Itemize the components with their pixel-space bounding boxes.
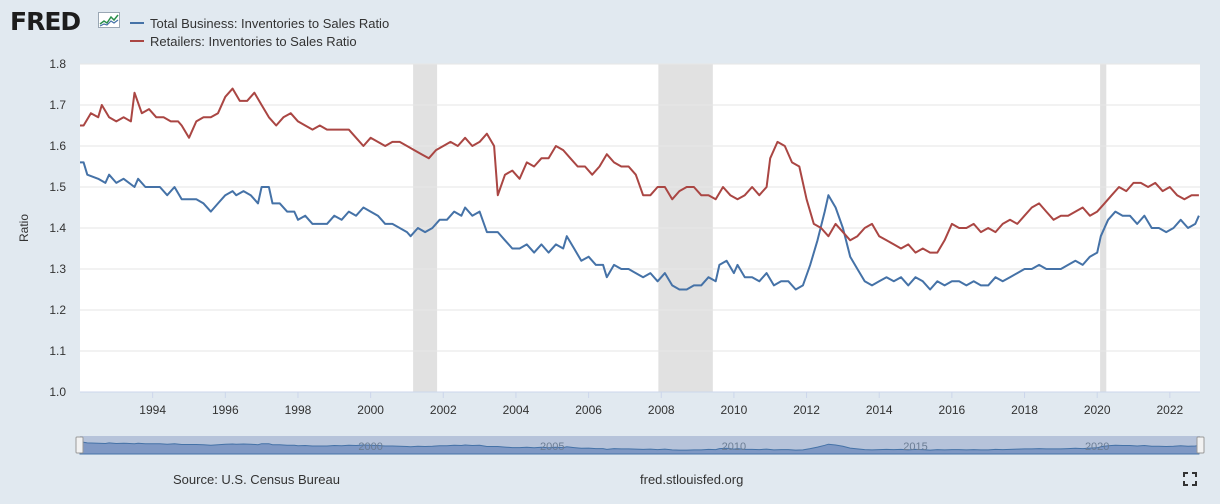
legend-label-total-business: Total Business: Inventories to Sales Rat…	[150, 15, 390, 31]
navigator-label: 2010	[722, 441, 746, 453]
x-tick-label: 2002	[430, 403, 457, 417]
line-chart[interactable]: 1.0 1.1 1.2 1.3 1.4 1.5 1.6 1.7 1.8 1994 1996 1998 2…	[0, 0, 1220, 470]
navigator-handle-right[interactable]	[1196, 436, 1205, 454]
x-tick-label: 2016	[939, 403, 966, 417]
y-tick-label: 1.5	[49, 180, 66, 194]
x-tick-label: 2014	[866, 403, 893, 417]
navigator-series	[79, 441, 1200, 455]
legend-item-retailers[interactable]: Retailers: Inventories to Sales Ratio	[130, 32, 389, 50]
navigator-label: 2000	[358, 441, 382, 453]
legend-swatch-total-business	[130, 22, 144, 24]
x-tick-label: 2008	[648, 403, 675, 417]
y-tick-label: 1.7	[49, 98, 66, 112]
y-tick-label: 1.0	[49, 385, 66, 399]
x-tick-label: 2018	[1011, 403, 1038, 417]
legend-item-total-business[interactable]: Total Business: Inventories to Sales Rat…	[130, 14, 389, 32]
x-tick-label: 2020	[1084, 403, 1111, 417]
source-url[interactable]: fred.stlouisfed.org	[640, 472, 744, 487]
x-tick-label: 2012	[793, 403, 820, 417]
x-tick-label: 2022	[1156, 403, 1183, 417]
navigator-label: 2015	[903, 441, 927, 453]
y-tick-label: 1.6	[49, 139, 66, 153]
legend-swatch-retailers	[130, 40, 144, 42]
y-tick-label: 1.8	[49, 57, 66, 71]
y-tick-label: 1.1	[49, 344, 66, 358]
y-tick-label: 1.2	[49, 303, 66, 317]
x-tick-label: 1996	[212, 403, 239, 417]
y-tick-label: 1.4	[49, 221, 66, 235]
y-axis-label: Ratio	[17, 214, 31, 242]
x-tick-label: 1998	[285, 403, 312, 417]
source-credit: Source: U.S. Census Bureau	[173, 472, 340, 487]
x-tick-label: 2000	[357, 403, 384, 417]
x-tick-label: 2004	[503, 403, 530, 417]
navigator-label: 2005	[540, 441, 564, 453]
chart-legend: Total Business: Inventories to Sales Rat…	[130, 14, 389, 50]
fred-chart-icon	[98, 12, 120, 28]
navigator-label: 2020	[1085, 441, 1109, 453]
legend-label-retailers: Retailers: Inventories to Sales Ratio	[150, 33, 357, 49]
x-tick-label: 2010	[721, 403, 748, 417]
x-tick-label: 2006	[575, 403, 602, 417]
series-line-0[interactable]	[80, 161, 1200, 291]
navigator-handle-left[interactable]	[75, 436, 84, 454]
fullscreen-icon[interactable]	[1183, 472, 1197, 486]
fred-logo[interactable]: FRED	[10, 7, 81, 36]
x-tick-label: 1994	[139, 403, 166, 417]
series-line-1[interactable]	[80, 87, 1199, 254]
y-tick-label: 1.3	[49, 262, 66, 276]
